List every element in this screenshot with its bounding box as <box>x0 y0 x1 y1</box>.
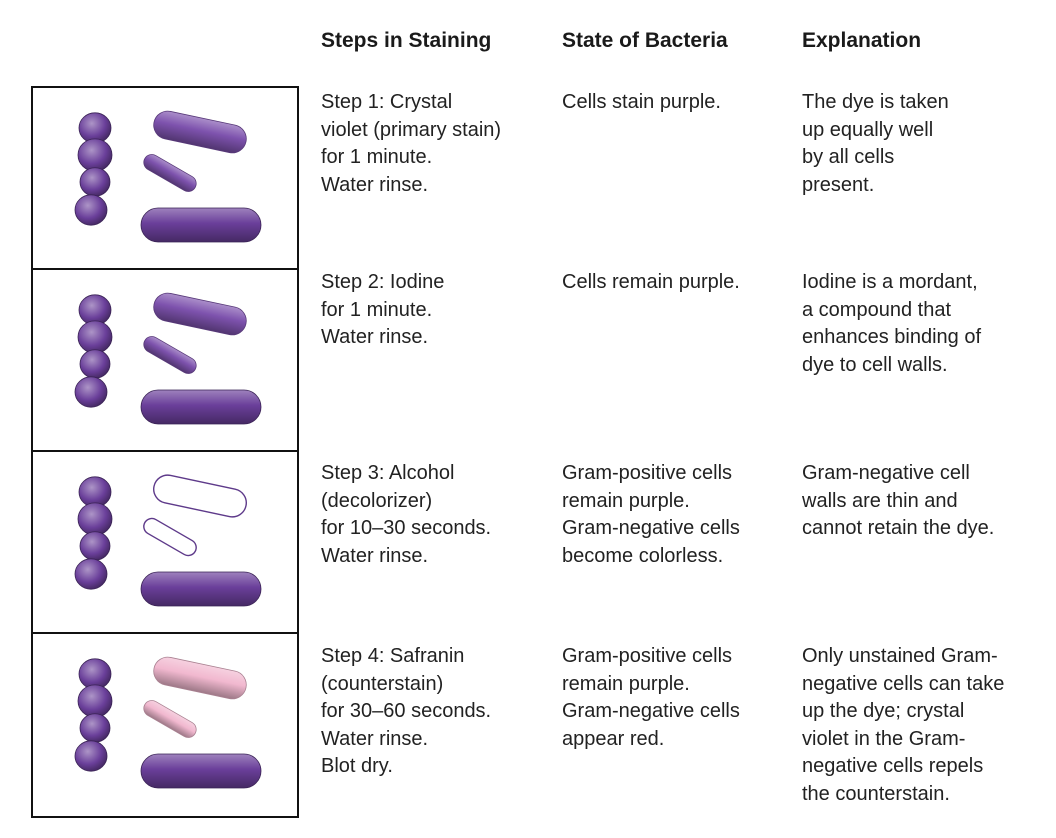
row-1-explanation-line-2: up equally well <box>802 118 934 141</box>
row-1-step-line-3: for 1 minute. <box>321 146 433 168</box>
row-3-explanation-text: Gram-negative cell walls are thin and ca… <box>802 460 1052 543</box>
gram-negative-rod-large <box>153 474 247 518</box>
gram-positive-coccus <box>74 194 108 226</box>
row-3-explanation-line-1: Gram-negative cell <box>802 462 970 484</box>
row-3-state-line-2: remain purple. <box>562 489 690 512</box>
row-4-explanation-line-4: violet in the Gram- <box>802 727 966 750</box>
row-4-explanation-line-2: negative cells can take <box>802 672 1005 695</box>
row-3-state-line-4: become colorless. <box>562 544 724 567</box>
row-4-step-line-1: Step 4: Safranin <box>321 645 465 667</box>
row-1-step-text: Step 1: Crystal violet (primary stain) f… <box>321 89 551 199</box>
gram-positive-rod <box>140 389 262 425</box>
row-3-explanation-line-2: walls are thin and <box>802 489 958 512</box>
row-4-state-line-2: remain purple. <box>562 672 690 695</box>
gram-positive-coccus <box>77 320 113 354</box>
row-2-explanation-text: Iodine is a mordant, a compound that enh… <box>802 269 1052 379</box>
row-2-state-line-1: Cells remain purple. <box>562 271 740 293</box>
row-1-explanation-line-3: by all cells <box>802 146 895 168</box>
row-2-step-line-3: Water rinse. <box>321 326 429 348</box>
row-3-state-line-1: Gram-positive cells <box>562 462 733 484</box>
gram-positive-rod <box>140 753 262 789</box>
row-4-explanation-text: Only unstained Gram- negative cells can … <box>802 643 1054 808</box>
gram-positive-coccus <box>79 531 111 561</box>
gram-positive-coccus <box>79 713 111 743</box>
row-1-step-line-2: violet (primary stain) <box>321 118 502 141</box>
gram-negative-rod-small <box>143 517 197 557</box>
row-2-illustration-panel <box>31 268 299 452</box>
row-1-step-line-4: Water rinse. <box>321 173 429 196</box>
gram-positive-coccus <box>77 138 113 172</box>
row-4-explanation-line-5: negative cells repels <box>802 755 984 777</box>
row-1-explanation-line-1: The dye is taken <box>802 91 949 113</box>
row-2-state-text: Cells remain purple. <box>562 269 792 297</box>
row-3-step-line-2: (decolorizer) <box>321 489 433 512</box>
row-2-explanation-line-4: dye to cell walls. <box>802 353 948 376</box>
gram-positive-coccus <box>77 684 113 718</box>
gram-positive-coccus <box>74 376 108 408</box>
row-4-step-line-2: (counterstain) <box>321 672 444 695</box>
row-4-illustration-panel <box>31 632 299 818</box>
header-explanation: Explanation <box>802 29 922 52</box>
row-1-illustration-panel <box>31 86 299 270</box>
gram-negative-rod-small <box>143 154 197 192</box>
gram-positive-coccus <box>77 502 113 536</box>
row-1-step-line-1: Step 1: Crystal <box>321 91 453 113</box>
gram-negative-rod-large <box>153 292 247 336</box>
row-3-step-line-4: Water rinse. <box>321 544 429 567</box>
gram-positive-coccus <box>74 740 108 772</box>
row-3-state-line-3: Gram-negative cells <box>562 517 740 539</box>
row-4-state-line-3: Gram-negative cells <box>562 700 740 722</box>
row-4-step-line-4: Water rinse. <box>321 727 429 750</box>
row-4-step-line-5: Blot dry. <box>321 755 393 777</box>
row-2-step-line-2: for 1 minute. <box>321 298 433 321</box>
row-3-step-text: Step 3: Alcohol (decolorizer) for 10–30 … <box>321 460 551 570</box>
row-1-state-text: Cells stain purple. <box>562 89 792 117</box>
gram-positive-coccus <box>79 349 111 379</box>
row-3-step-line-1: Step 3: Alcohol <box>321 462 455 484</box>
header-steps-in-staining: Steps in Staining <box>321 29 492 52</box>
row-3-step-line-3: for 10–30 seconds. <box>321 517 492 539</box>
gram-positive-coccus <box>74 558 108 590</box>
row-1-explanation-text: The dye is taken up equally well by all … <box>802 89 1052 199</box>
row-2-step-line-1: Step 2: Iodine <box>321 271 445 293</box>
row-2-step-text: Step 2: Iodine for 1 minute. Water rinse… <box>321 269 551 352</box>
row-3-state-text: Gram-positive cells remain purple. Gram-… <box>562 460 792 570</box>
row-3-explanation-line-3: cannot retain the dye. <box>802 517 995 539</box>
row-4-state-line-4: appear red. <box>562 727 665 750</box>
gram-positive-rod <box>140 571 262 607</box>
header-state-of-bacteria: State of Bacteria <box>562 29 728 52</box>
row-4-step-line-3: for 30–60 seconds. <box>321 700 492 722</box>
bacteria-illustration <box>74 474 262 607</box>
gram-negative-rod-large <box>153 656 247 700</box>
bacteria-illustration <box>74 656 262 789</box>
gram-negative-rod-small <box>143 700 197 738</box>
bacteria-illustration <box>74 110 262 243</box>
row-2-explanation-line-3: enhances binding of <box>802 326 982 348</box>
gram-negative-rod-large <box>153 110 247 154</box>
gram-positive-rod <box>140 207 262 243</box>
row-4-step-text: Step 4: Safranin (counterstain) for 30–6… <box>321 643 551 781</box>
row-4-explanation-line-6: the counterstain. <box>802 782 950 805</box>
gram-negative-rod-small <box>143 336 197 374</box>
row-2-explanation-line-2: a compound that <box>802 298 951 321</box>
row-1-explanation-line-4: present. <box>802 173 875 196</box>
row-2-explanation-line-1: Iodine is a mordant, <box>802 271 978 293</box>
row-1-state-line-1: Cells stain purple. <box>562 91 721 113</box>
row-3-illustration-panel <box>31 450 299 634</box>
row-4-state-line-1: Gram-positive cells <box>562 645 733 667</box>
row-4-explanation-line-1: Only unstained Gram- <box>802 645 998 667</box>
row-4-state-text: Gram-positive cells remain purple. Gram-… <box>562 643 792 753</box>
bacteria-illustration <box>74 292 262 425</box>
row-4-explanation-line-3: up the dye; crystal <box>802 700 965 722</box>
gram-positive-coccus <box>79 167 111 197</box>
